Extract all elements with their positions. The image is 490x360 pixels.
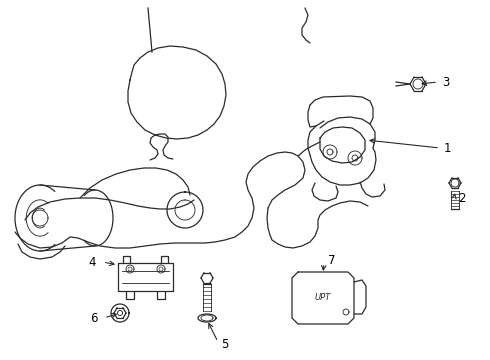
Text: 7: 7 xyxy=(328,253,336,266)
Text: 5: 5 xyxy=(221,338,228,351)
Text: 1: 1 xyxy=(444,141,451,154)
Text: 3: 3 xyxy=(442,76,449,89)
Text: 4: 4 xyxy=(89,256,96,269)
Text: UPT: UPT xyxy=(315,293,331,302)
Text: 6: 6 xyxy=(91,312,98,325)
Text: 2: 2 xyxy=(458,192,466,204)
